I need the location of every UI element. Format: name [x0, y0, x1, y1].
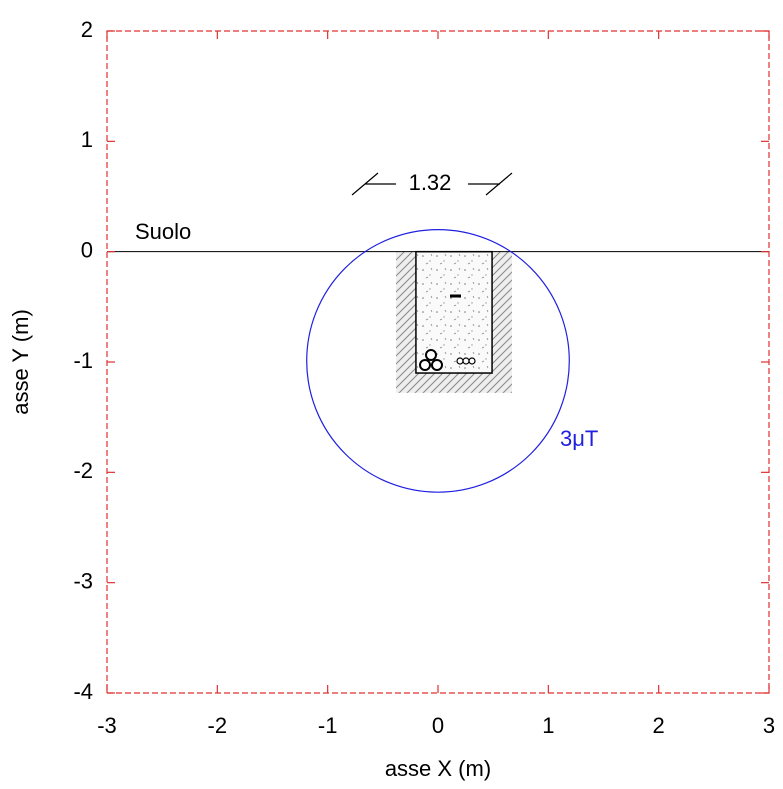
x-tick-label: 0	[432, 713, 444, 738]
y-tick-label: -1	[73, 348, 93, 373]
x-tick-label: 2	[653, 713, 665, 738]
contour-label: 3μT	[560, 426, 598, 451]
y-tick-label: -2	[73, 458, 93, 483]
field-contour	[306, 229, 570, 493]
y-tick-label: -4	[73, 679, 93, 704]
y-tick-label: 1	[81, 127, 93, 152]
y-tick-label: 0	[81, 237, 93, 262]
y-tick-label: 2	[81, 17, 93, 42]
y-tick-label: -3	[73, 568, 93, 593]
x-tick-label: -2	[208, 713, 228, 738]
cables	[419, 294, 476, 371]
x-tick-label: 1	[542, 713, 554, 738]
y-axis-label: asse Y (m)	[8, 309, 33, 415]
x-tick-label: -1	[318, 713, 338, 738]
x-axis-label: asse X (m)	[385, 756, 491, 781]
ground-label: Suolo	[135, 219, 191, 244]
x-tick-label: -3	[97, 713, 117, 738]
dimension-label: 1.32	[409, 170, 452, 195]
trench-drawing	[107, 250, 769, 393]
dimension	[351, 172, 513, 196]
x-tick-label: 3	[763, 713, 775, 738]
